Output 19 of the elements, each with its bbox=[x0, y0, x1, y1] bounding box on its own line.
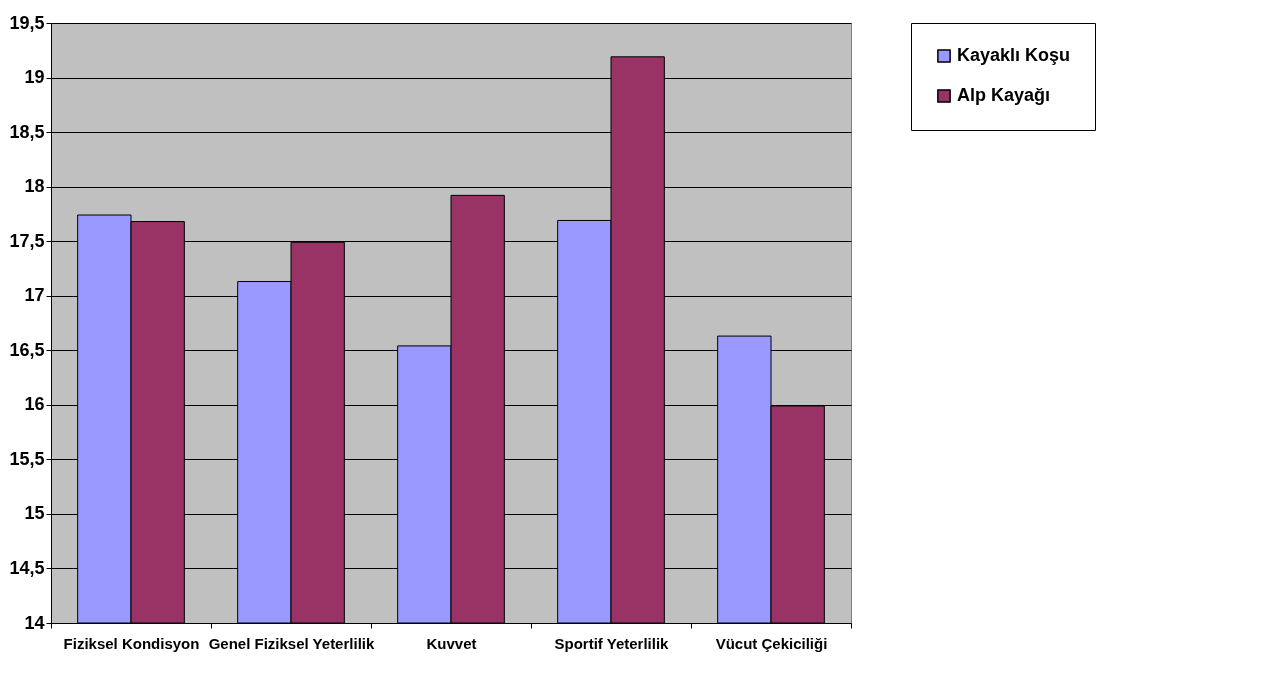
y-tick-label: 16,5 bbox=[9, 339, 45, 360]
x-tick-label: Fiziksel Kondisyon bbox=[63, 634, 200, 652]
y-tick-label: 18,5 bbox=[9, 121, 45, 142]
y-tick-label: 15 bbox=[24, 503, 45, 524]
y-tick-label: 17 bbox=[24, 285, 45, 306]
x-tick-label: Genel Fiziksel Yeterlilik bbox=[208, 634, 375, 652]
x-tick-label: Sportif Yeterlilik bbox=[554, 634, 670, 652]
y-tick-label: 18 bbox=[24, 176, 45, 197]
y-tick-label: 14,5 bbox=[9, 557, 45, 578]
x-tick-label: Vücut Çekiciliği bbox=[715, 634, 828, 652]
x-tick-label: Kuvvet bbox=[426, 634, 477, 652]
legend-label: Alp Kayağı bbox=[957, 85, 1051, 105]
legend-label: Kayaklı Koşu bbox=[957, 45, 1071, 65]
y-tick-label: 17,5 bbox=[9, 230, 45, 251]
y-tick-label: 14 bbox=[24, 612, 45, 633]
y-tick-label: 19 bbox=[24, 67, 45, 88]
y-tick-label: 15,5 bbox=[9, 448, 45, 469]
y-tick-label: 16 bbox=[24, 394, 45, 415]
y-tick-label: 19,5 bbox=[9, 12, 45, 33]
